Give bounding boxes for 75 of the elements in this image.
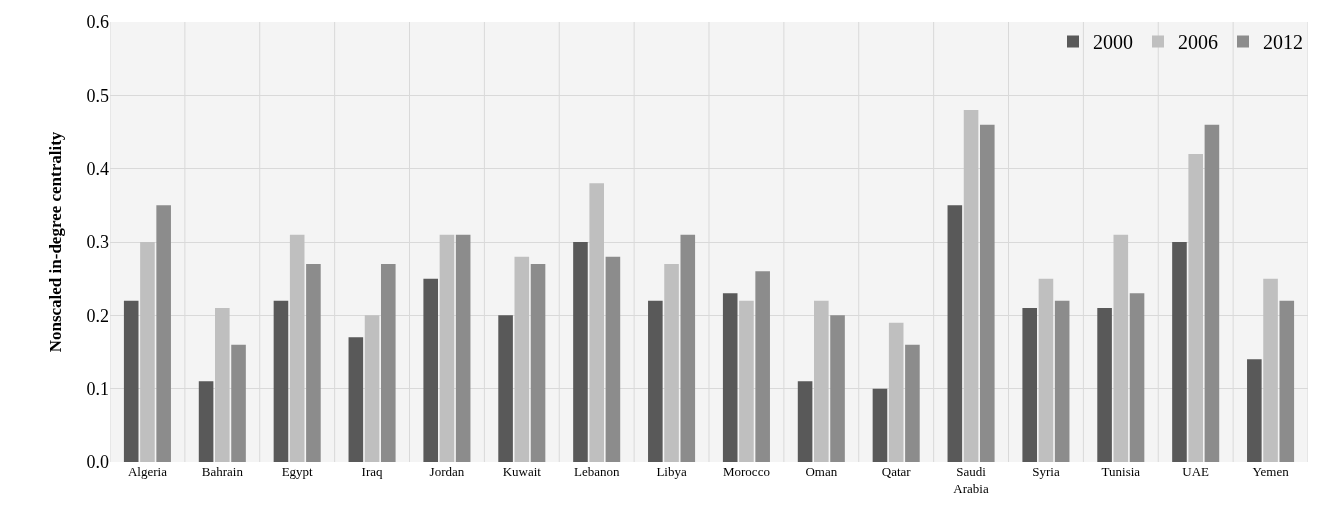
bar	[156, 205, 171, 462]
bar	[273, 300, 289, 462]
bar	[979, 124, 995, 462]
x-tick-label: UAE	[1182, 464, 1210, 479]
bar	[364, 315, 380, 462]
legend-label: 2000	[1093, 31, 1133, 54]
bar	[947, 205, 963, 462]
bar	[215, 308, 230, 462]
bar	[680, 234, 696, 462]
x-tick-label: Libya	[656, 464, 687, 479]
bar	[423, 278, 439, 462]
bar	[198, 381, 214, 462]
bar	[648, 300, 663, 462]
y-tick-label: 0.0	[86, 452, 109, 473]
bar	[455, 234, 471, 462]
bar	[963, 110, 979, 462]
bar	[573, 242, 588, 462]
legend-label: 2006	[1178, 31, 1218, 54]
x-tick-label: Morocco	[722, 464, 770, 479]
bar	[739, 300, 754, 462]
bar	[1172, 242, 1187, 462]
x-tick-label: Kuwait	[502, 464, 542, 479]
bar	[589, 183, 604, 462]
bar	[140, 242, 155, 462]
bar	[1113, 234, 1129, 462]
x-tick-label: Egypt	[281, 464, 314, 479]
bar	[722, 293, 738, 462]
bar	[348, 337, 364, 462]
x-tick-label: Tunisia	[1101, 464, 1141, 479]
x-tick-label: Jordan	[429, 464, 465, 479]
bar	[797, 381, 813, 462]
bar	[605, 256, 621, 462]
y-tick-label: 0.6	[86, 12, 109, 33]
bar	[1054, 300, 1070, 462]
bar	[289, 234, 305, 462]
y-axis-title: Nonscaled in-degree centrality	[46, 131, 66, 353]
bar	[1129, 293, 1145, 462]
x-tick-label: Bahrain	[201, 464, 244, 479]
x-tick-label: Saudi Arabia	[953, 464, 989, 496]
bar	[664, 264, 679, 462]
bar	[1188, 154, 1203, 462]
bar	[123, 300, 139, 462]
bar	[380, 264, 396, 462]
bar	[514, 256, 530, 462]
bar	[872, 388, 888, 462]
bar	[231, 344, 246, 462]
x-tick-label: Yemen	[1252, 464, 1290, 479]
bar	[306, 264, 321, 462]
bar	[1097, 308, 1112, 462]
y-tick-label: 0.5	[86, 85, 109, 106]
bar	[888, 322, 904, 462]
bar	[1279, 300, 1295, 462]
bar	[755, 271, 770, 462]
x-tick-label: Algeria	[127, 464, 168, 479]
y-tick-label: 0.3	[86, 232, 109, 253]
x-tick-label: Oman	[805, 464, 838, 479]
y-tick-label: 0.2	[86, 305, 109, 326]
x-tick-label: Iraq	[361, 464, 384, 479]
x-tick-label: Lebanon	[573, 464, 620, 479]
bar	[814, 300, 829, 462]
y-tick-label: 0.4	[86, 158, 109, 179]
bar	[1038, 278, 1054, 462]
bar	[830, 315, 845, 462]
bar	[498, 315, 513, 462]
bar	[905, 344, 920, 462]
x-tick-label: Qatar	[881, 464, 912, 479]
bar	[1022, 308, 1038, 462]
bar	[1263, 278, 1278, 462]
bar	[439, 234, 455, 462]
x-tick-label: Syria	[1032, 464, 1060, 479]
bar	[1204, 124, 1220, 462]
bar	[530, 264, 546, 462]
y-tick-label: 0.1	[86, 378, 109, 399]
legend-label: 2012	[1263, 31, 1303, 54]
bar	[1247, 359, 1262, 462]
